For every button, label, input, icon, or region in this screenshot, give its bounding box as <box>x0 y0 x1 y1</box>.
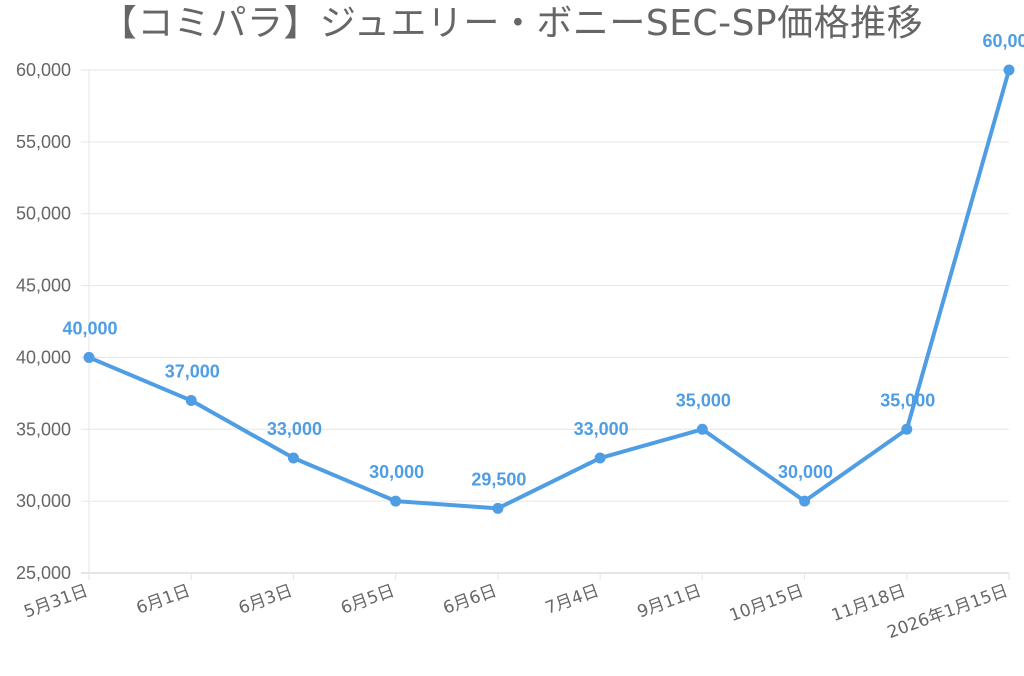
data-point <box>696 423 708 435</box>
y-tick-label: 25,000 <box>16 563 71 583</box>
y-tick-label: 40,000 <box>16 347 71 367</box>
data-label: 33,000 <box>267 419 322 439</box>
data-label: 30,000 <box>369 462 424 482</box>
series-line <box>87 68 1011 511</box>
data-label: 40,000 <box>62 318 117 338</box>
axis-layer: 25,000 30,000 35,000 40,000 45,000 50,000 55,0… <box>16 60 1011 643</box>
data-point <box>492 502 504 514</box>
y-tick-label: 55,000 <box>16 132 71 152</box>
y-tick-label: 30,000 <box>16 491 71 511</box>
data-label: 35,000 <box>880 390 935 410</box>
data-label: 33,000 <box>574 419 629 439</box>
x-tick-label: 6月5日 <box>338 581 397 619</box>
chart-title: 【コミパラ】ジュエリー・ボニーSEC-SP価格推移 <box>100 3 924 44</box>
y-tick-label: 45,000 <box>16 276 71 296</box>
x-tick-label: 9月11日 <box>635 581 704 623</box>
data-point <box>901 423 913 435</box>
grid-layer <box>81 69 1010 580</box>
x-tick-label: 10月15日 <box>727 581 806 626</box>
data-point <box>83 351 95 363</box>
data-point <box>185 395 197 407</box>
y-tick-label: 50,000 <box>16 204 71 224</box>
data-label: 29,500 <box>471 469 526 489</box>
data-point <box>1003 64 1015 76</box>
x-tick-label: 6月1日 <box>134 581 193 619</box>
data-point <box>390 495 402 507</box>
data-label: 35,000 <box>676 390 731 410</box>
y-tick-label: 35,000 <box>16 419 71 439</box>
data-label: 30,000 <box>778 462 833 482</box>
x-tick-label: 5月31日 <box>21 581 90 623</box>
x-tick-label: 6月3日 <box>236 581 295 619</box>
data-point <box>287 452 299 464</box>
series-layer <box>83 64 1015 514</box>
x-tick-label: 6月6日 <box>440 581 499 619</box>
data-label: 60,000 <box>982 31 1024 51</box>
data-point <box>594 452 606 464</box>
x-tick-label: 7月4日 <box>543 581 602 619</box>
data-label: 37,000 <box>165 362 220 382</box>
y-tick-label: 60,000 <box>16 60 71 80</box>
label-layer: 40,000 37,000 33,000 30,000 29,500 33,000 35,0… <box>62 31 1024 489</box>
data-point <box>799 495 811 507</box>
